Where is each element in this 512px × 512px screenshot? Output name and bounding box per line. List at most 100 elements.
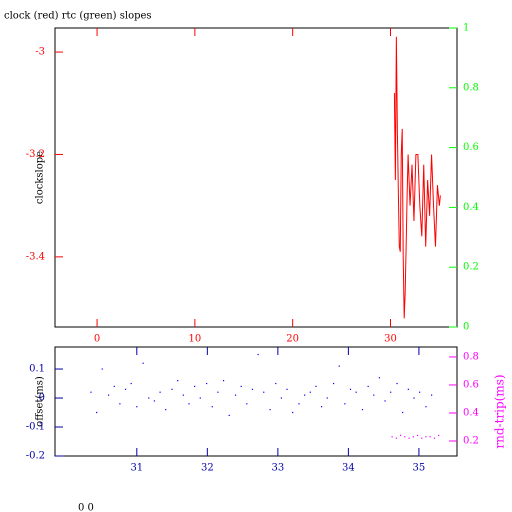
data-point [142,362,144,364]
y-tick-label: -3 [35,47,45,58]
x-tick-label: 31 [130,463,143,474]
data-point [361,409,364,411]
data-point [421,437,423,439]
data-point [425,436,427,438]
data-point [431,394,433,396]
data-point [438,434,440,437]
data-point [425,406,427,408]
data-point [315,385,317,388]
data-point [408,437,410,439]
data-point [407,388,409,390]
data-point [159,391,161,393]
y2-tick-label: 0.2 [463,436,479,447]
data-point [182,394,184,396]
x-tick-label: 0 [94,334,100,345]
y2-tick-label: 0 [463,322,469,333]
y-axis-label: clockslope [35,151,46,204]
data-point [130,382,132,385]
x-tick-label: 10 [189,334,202,345]
y2-tick-label: 0.8 [463,82,479,93]
data-point [404,436,406,438]
plot-frame [54,27,458,328]
data-point [292,411,294,414]
data-point [119,403,121,405]
data-point [90,391,92,393]
chart-title: clock (red) rtc (green) slopes [4,11,152,22]
data-point [177,380,179,382]
y2-tick-label: 0.6 [463,379,479,390]
data-point [309,391,311,393]
data-point [228,414,230,417]
data-point [378,377,381,379]
data-point [338,365,340,367]
data-point [332,382,335,385]
footer: 0 0 [78,503,94,512]
data-point [153,400,156,402]
data-point [399,434,402,437]
data-point [326,397,328,399]
plot-frame [54,346,458,457]
data-point [217,391,219,393]
data-point [402,411,404,414]
y2-axis-label: rnd-trip(ms) [493,374,507,448]
y-tick-label: -0.1 [26,422,45,433]
data-point [320,406,323,408]
x-tick-label: 33 [271,463,284,474]
x-tick-label: 32 [201,463,214,474]
data-point [367,385,369,388]
data-point [416,434,419,437]
data-point [188,403,190,405]
data-point [433,437,436,439]
data-point [269,409,271,411]
y-tick-label: -3.4 [26,251,45,262]
data-point [234,394,237,396]
y-tick-label: -0.2 [26,451,45,462]
data-point [355,391,357,393]
data-point [171,388,173,390]
data-point [251,388,254,390]
y2-tick-label: 1 [463,23,469,34]
y2-tick-label: 0.2 [463,262,479,273]
data-point [108,394,110,396]
data-point [246,403,248,405]
data-point [240,385,242,388]
data-point [395,437,397,439]
data-point [390,391,392,393]
data-point [429,436,431,438]
data-point [384,400,386,402]
y-axis-label: offset(ms) [35,376,46,427]
data-point [280,397,282,399]
x-tick-label: 34 [342,463,355,474]
data-point [286,388,288,390]
y-tick-label: 0.1 [29,364,45,375]
data-point [206,382,208,385]
y2-tick-label: 0.4 [463,202,479,213]
data-point [412,436,414,438]
data-point [275,382,277,385]
y-tick-label: 0 [39,393,45,404]
data-point [257,353,259,356]
x-tick-label: 30 [384,334,397,345]
data-point [344,403,346,405]
data-point [211,406,213,408]
data-point [124,388,127,390]
data-point [101,368,103,370]
x-tick-label: 35 [413,463,426,474]
data-point [391,436,393,438]
y-tick-label: -3.2 [26,149,45,160]
data-point [298,403,300,405]
data-point [165,409,167,411]
y2-tick-label: 0.4 [463,407,479,418]
y2-tick-label: 0.8 [463,351,479,362]
data-point [304,394,306,396]
x-tick-label: 20 [286,334,299,345]
data-point [373,394,375,396]
data-point [136,406,138,408]
data-point [96,411,98,414]
data-point [194,385,196,388]
data-point [113,385,115,388]
data-point [263,391,265,393]
data-point [349,388,352,390]
